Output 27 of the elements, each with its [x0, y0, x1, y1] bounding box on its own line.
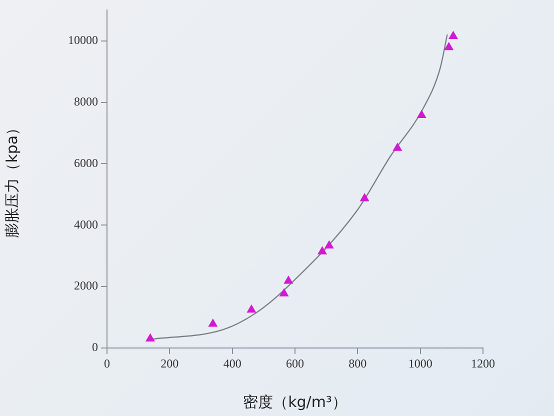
y-tick-label: 8000: [74, 94, 98, 108]
point: [208, 319, 218, 327]
x-tick-label: 600: [286, 356, 304, 370]
y-tick-label: 0: [92, 340, 98, 354]
y-tick-label: 2000: [74, 278, 98, 293]
x-axis-title: 密度（kg/m³）: [243, 392, 347, 411]
point: [393, 143, 402, 151]
point: [324, 240, 334, 248]
point: [318, 246, 327, 254]
point: [417, 110, 426, 118]
y-tick-label: 4000: [74, 217, 98, 232]
y-axis-title: 膨胀压力（kpa）: [2, 120, 21, 238]
point: [448, 31, 458, 40]
x-tick-label: 200: [160, 356, 179, 370]
point: [360, 193, 369, 202]
x-tick-label: 0: [104, 356, 110, 370]
x-tick-label: 400: [223, 356, 242, 370]
point: [280, 288, 288, 296]
x-tick-label: 1000: [408, 356, 432, 370]
point: [284, 276, 293, 284]
point: [146, 334, 155, 342]
point: [444, 42, 454, 50]
x-tick-label: 1200: [471, 356, 495, 370]
y-tick-label: 6000: [74, 156, 98, 170]
x-tick-label: 800: [348, 356, 367, 370]
point: [247, 304, 256, 313]
y-tick-label: 10000: [68, 33, 98, 48]
